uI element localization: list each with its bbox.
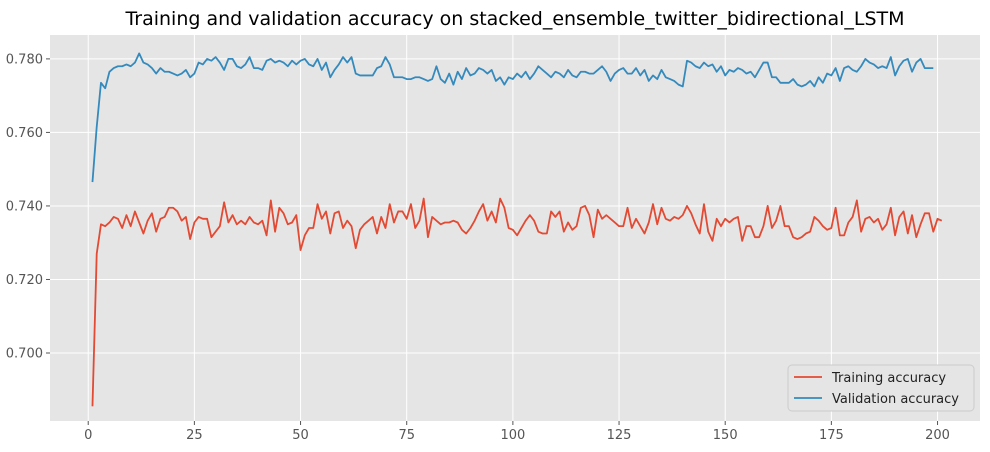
x-tick-label: 175 xyxy=(819,428,844,443)
legend: Training accuracy Validation accuracy xyxy=(787,364,975,412)
y-tick-label: 0.740 xyxy=(6,199,43,214)
chart-title: Training and validation accuracy on stac… xyxy=(124,8,904,30)
plot-area xyxy=(50,35,980,421)
y-axis: 0.700 0.720 0.740 0.760 0.780 xyxy=(6,52,50,361)
validation-accuracy-line xyxy=(91,52,934,183)
x-tick-label: 25 xyxy=(186,428,203,443)
x-tick-label: 100 xyxy=(500,428,525,443)
x-tick-label: 50 xyxy=(292,428,309,443)
y-tick-label: 0.700 xyxy=(6,346,43,361)
y-tick-label: 0.760 xyxy=(6,126,43,141)
x-tick-label: 125 xyxy=(607,428,632,443)
x-tick-label: 0 xyxy=(84,428,92,443)
x-tick-label: 200 xyxy=(925,428,950,443)
legend-label-validation: Validation accuracy xyxy=(832,392,959,407)
y-tick-label: 0.780 xyxy=(6,52,43,67)
x-axis: 0 25 50 75 100 125 150 175 200 xyxy=(84,421,950,443)
grid xyxy=(50,35,980,421)
x-tick-label: 150 xyxy=(713,428,738,443)
y-tick-label: 0.720 xyxy=(6,273,43,288)
legend-label-training: Training accuracy xyxy=(831,371,946,386)
series-group xyxy=(91,52,943,407)
x-tick-label: 75 xyxy=(398,428,415,443)
training-accuracy-line xyxy=(91,197,943,407)
legend-box xyxy=(787,364,975,412)
